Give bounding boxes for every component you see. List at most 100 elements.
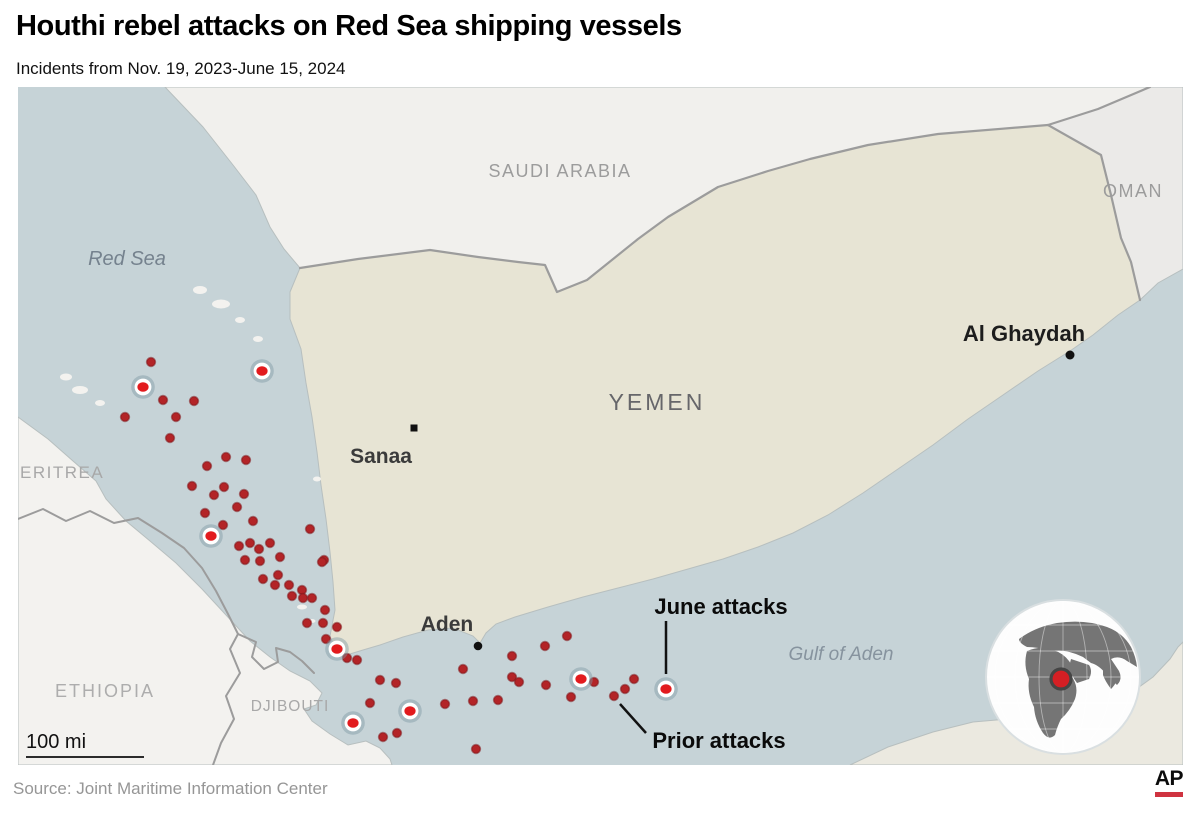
prior-attack-dot: [341, 652, 353, 664]
prior-attack-dot: [628, 673, 640, 685]
prior-attack-dot: [170, 411, 182, 423]
gulf-of-aden-label: Gulf of Aden: [789, 644, 894, 665]
page-subtitle: Incidents from Nov. 19, 2023-June 15, 20…: [16, 59, 346, 78]
ethiopia-label: ETHIOPIA: [55, 681, 155, 701]
june-attack-dot: [325, 637, 349, 661]
prior-attack-dot: [257, 573, 269, 585]
aden-marker: [473, 641, 483, 651]
prior-attack-dot: [619, 683, 631, 695]
prior-attack-dot: [164, 432, 176, 444]
prior-attack-dot: [240, 454, 252, 466]
prior-attack-dot: [233, 540, 245, 552]
june-attacks-layer: [131, 359, 678, 735]
june-attack-dot: [250, 359, 274, 383]
prior-attack-dot: [351, 654, 363, 666]
djibouti-label: DJIBOUTI: [251, 698, 330, 715]
prior-attack-dot: [588, 676, 600, 688]
country-borders: [18, 87, 1152, 765]
prior-attack-dot: [317, 617, 329, 629]
prior-attack-dot: [254, 555, 266, 567]
prior-attack-dot: [217, 519, 229, 531]
prior-attacks-annotation: Prior attacks: [652, 728, 785, 753]
prior-attack-dot: [244, 537, 256, 549]
eritrea-label: ERITREA: [20, 463, 104, 482]
prior-attack-dot: [238, 488, 250, 500]
prior-attack-dot: [374, 674, 386, 686]
prior-attack-dot: [390, 677, 402, 689]
prior-attack-dot: [119, 411, 131, 423]
saudi-yemen-border: [298, 123, 1050, 294]
prior-attack-dot: [316, 556, 328, 568]
djibouti-border: [237, 633, 315, 674]
source-credit: Source: Joint Maritime Information Cente…: [13, 779, 328, 798]
prior-attack-dot: [218, 481, 230, 493]
al-ghaydah-label: Al Ghaydah: [963, 321, 1085, 346]
prior-attack-dot: [492, 694, 504, 706]
page-title: Houthi rebel attacks on Red Sea shipping…: [16, 10, 682, 42]
prior-attack-dot: [506, 671, 518, 683]
prior-attack-dot: [513, 676, 525, 688]
prior-attack-dot: [331, 621, 343, 633]
prior-attack-dot: [186, 480, 198, 492]
prior-attack-dot: [199, 507, 211, 519]
yemen-oman-border: [1046, 123, 1142, 302]
prior-attack-dot: [264, 537, 276, 549]
prior-attack-dot: [220, 451, 232, 463]
june-attack-dot: [654, 677, 678, 701]
ap-logo-red-bar: [1155, 792, 1183, 797]
ap-logo-text: AP: [1154, 767, 1184, 790]
prior-attack-dot: [283, 579, 295, 591]
saudi-arabia-label: SAUDI ARABIA: [488, 161, 631, 181]
ethiopia-djibouti-border: [212, 633, 241, 765]
prior-attack-dot: [539, 640, 551, 652]
al-ghaydah-marker: [1065, 350, 1075, 360]
prior-attack-dot: [470, 743, 482, 755]
prior-attack-dot: [301, 617, 313, 629]
map-container: Red Sea Gulf of Aden SAUDI ARABIA OMAN Y…: [18, 87, 1183, 765]
prior-attack-dot: [608, 690, 620, 702]
prior-attack-dot: [231, 501, 243, 513]
yemen-label: YEMEN: [609, 389, 706, 415]
prior-attack-dot: [286, 590, 298, 602]
prior-attack-dot: [457, 663, 469, 675]
june-attack-dot: [341, 711, 365, 735]
prior-attack-dot: [540, 679, 552, 691]
africa-landmass: [18, 416, 393, 765]
ap-logo: AP: [1153, 767, 1184, 797]
prior-attack-dot: [297, 592, 309, 604]
prior-attack-dot: [565, 691, 577, 703]
globe-locator-dot: [1049, 667, 1073, 691]
prior-attack-dot: [269, 579, 281, 591]
prior-attack-dot: [364, 697, 376, 709]
june-attack-dot: [569, 667, 593, 691]
globe-inset: [985, 599, 1141, 755]
saudi-oman-border: [1046, 87, 1152, 127]
prior-attacks-leader-line: [619, 703, 647, 734]
prior-attack-dot: [391, 727, 403, 739]
sanaa-marker: [410, 424, 418, 432]
prior-attack-dot: [304, 523, 316, 535]
islands: [60, 286, 321, 623]
june-attacks-annotation: June attacks: [654, 594, 787, 619]
prior-attack-dot: [157, 394, 169, 406]
prior-attack-dot: [274, 551, 286, 563]
prior-attack-dot: [439, 698, 451, 710]
prior-attack-dot: [319, 604, 331, 616]
prior-attack-dot: [506, 650, 518, 662]
prior-attack-dot: [239, 554, 251, 566]
prior-attack-dot: [377, 731, 389, 743]
june-attack-dot: [199, 524, 223, 548]
map-svg: Red Sea Gulf of Aden SAUDI ARABIA OMAN Y…: [18, 87, 1183, 765]
prior-attack-dot: [272, 569, 284, 581]
june-attack-dot: [131, 375, 155, 399]
oman-label: OMAN: [1103, 181, 1163, 201]
prior-attack-dot: [253, 543, 265, 555]
prior-attack-dot: [306, 592, 318, 604]
prior-attack-dot: [247, 515, 259, 527]
scale-label: 100 mi: [26, 731, 86, 753]
red-sea-label: Red Sea: [88, 248, 166, 270]
prior-attack-dot: [320, 633, 332, 645]
prior-attack-dot: [561, 630, 573, 642]
prior-attack-dot: [188, 395, 200, 407]
